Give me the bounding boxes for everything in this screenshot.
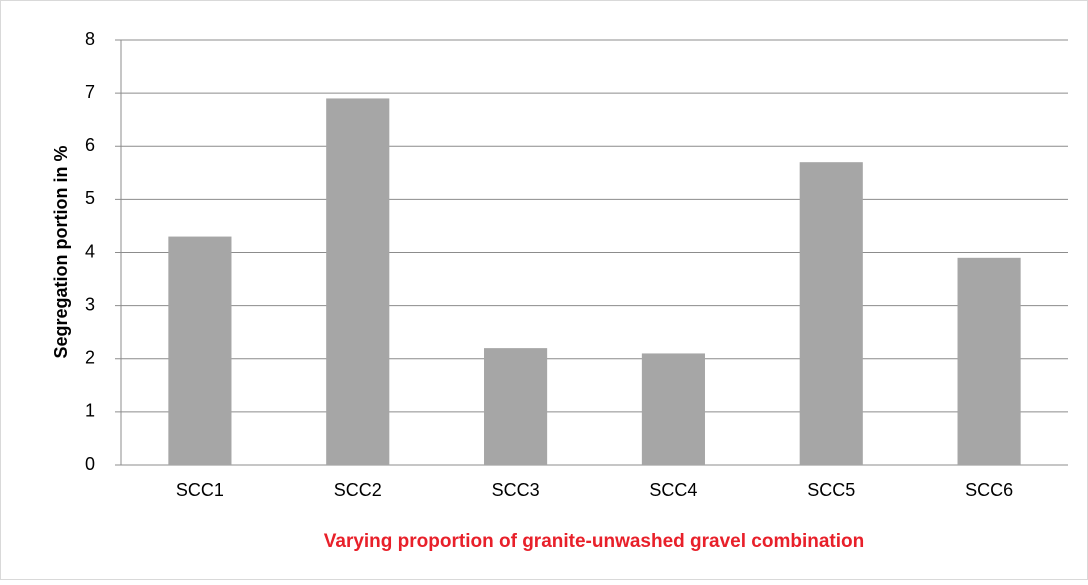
y-tick-label: 5 [85,188,95,208]
y-tick-label: 1 [85,401,95,421]
bar [957,257,1021,465]
x-tick-label: SCC6 [965,480,1013,500]
y-tick-label: 3 [85,294,95,314]
y-axis-label: Segregation portion in % [51,145,71,358]
x-tick-label: SCC4 [649,480,697,500]
y-tick-label: 7 [85,82,95,102]
x-tick-label: SCC3 [492,480,540,500]
y-tick-label: 4 [85,241,95,261]
y-tick-label: 0 [85,454,95,474]
x-axis-label: Varying proportion of granite-unwashed g… [324,531,865,552]
x-tick-label: SCC5 [807,480,855,500]
x-tick-label: SCC2 [334,480,382,500]
x-tick-label: SCC1 [176,480,224,500]
bar [326,98,390,465]
bar [484,348,548,465]
y-tick-label: 6 [85,135,95,155]
y-tick-label: 8 [85,29,95,49]
bar [799,162,863,465]
y-tick-label: 2 [85,348,95,368]
bar [168,236,232,465]
bar [641,353,705,465]
